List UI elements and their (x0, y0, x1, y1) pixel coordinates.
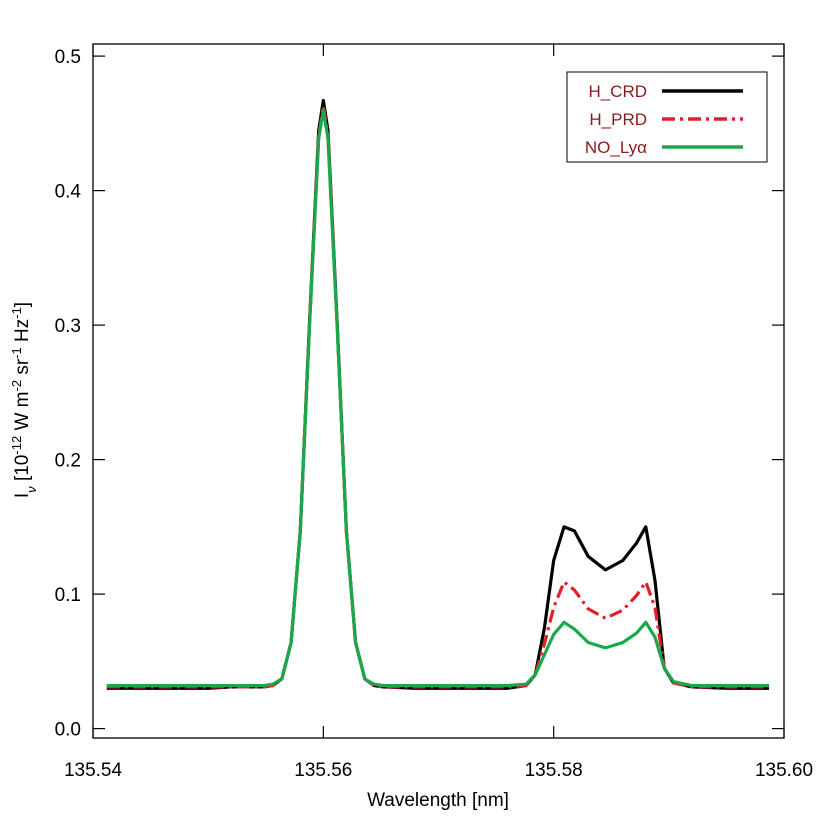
y-tick-label: 0.2 (55, 451, 81, 472)
y-axis-title-part: -2 (9, 380, 24, 392)
series-line (106, 98, 770, 690)
y-axis-title-part: -12 (9, 436, 24, 455)
y-axis-title-part: W m (12, 391, 33, 435)
x-tick-label: 135.56 (294, 760, 352, 781)
plot-frame (92, 43, 785, 739)
y-axis-title-part: ν (24, 486, 39, 493)
y-tick-label: 0.4 (55, 182, 82, 203)
legend-label: NO_Lyα (585, 138, 647, 157)
y-tick-label: 0.3 (55, 316, 81, 337)
legend-label: H_CRD (588, 82, 647, 101)
series-line (106, 108, 770, 688)
x-tick-label: 135.58 (525, 760, 583, 781)
y-axis-title-part: -1 (9, 347, 24, 359)
x-tick-label: 135.54 (64, 760, 123, 781)
y-axis-title-part: -1 (9, 307, 24, 319)
y-axis-title-part: Hz (12, 319, 33, 348)
y-axis-title: Iν [10-12 W m-2 sr-1 Hz-1] (9, 302, 39, 498)
y-axis-title-part: [10 (12, 455, 33, 487)
y-axis-title-part: sr (12, 358, 33, 380)
series-line (106, 104, 770, 689)
y-tick-label: 0.5 (55, 47, 81, 68)
y-tick-label: 0.1 (55, 585, 81, 606)
y-axis-title-part: ] (12, 302, 33, 307)
y-axis-title-part: I (12, 493, 33, 498)
x-axis-title: Wavelength [nm] (367, 790, 509, 811)
legend-label: H_PRD (589, 110, 647, 129)
y-tick-label: 0.0 (55, 720, 81, 741)
x-tick-label: 135.60 (755, 760, 813, 781)
